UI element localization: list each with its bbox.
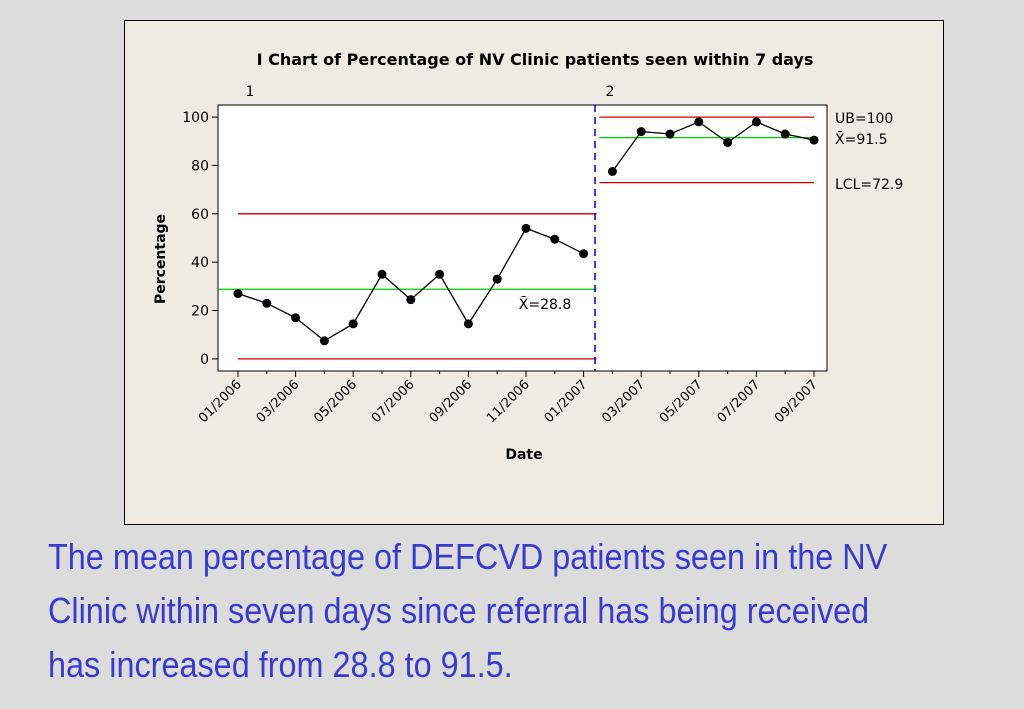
- data-point: [751, 117, 761, 127]
- x-tick-label: 05/2006: [311, 377, 360, 426]
- data-point: [521, 223, 531, 233]
- chart-frame: I Chart of Percentage of NV Clinic patie…: [124, 20, 944, 525]
- data-point: [607, 167, 617, 176]
- y-tick-label: 20: [191, 304, 209, 320]
- data-point: [262, 298, 272, 308]
- control-limits: [218, 105, 814, 371]
- x-tick-label: 01/2006: [196, 377, 245, 426]
- x-tick-label: 09/2006: [426, 377, 475, 426]
- x-tick-label: 07/2006: [369, 377, 418, 426]
- data-point: [780, 129, 790, 139]
- y-axis: 0 20 40 60 80 100: [182, 110, 218, 368]
- data-point: [377, 269, 387, 279]
- x-tick-label: 09/2007: [772, 377, 821, 426]
- plot-area: [217, 104, 828, 372]
- chart-title: I Chart of Percentage of NV Clinic patie…: [257, 50, 814, 69]
- stage2-series-line: [611, 121, 815, 172]
- x-tick-label: 05/2007: [657, 377, 706, 426]
- x-axis-label: Date: [505, 447, 542, 463]
- data-point: [665, 129, 675, 139]
- data-point: [579, 249, 589, 259]
- x-tick-label: 11/2006: [484, 377, 533, 426]
- data-point: [694, 117, 704, 127]
- y-axis-label: Percentage: [153, 214, 169, 304]
- data-point: [492, 274, 502, 284]
- y-tick-label: 100: [182, 110, 209, 126]
- stage2-ucl-label: UB=100: [835, 111, 893, 127]
- data-point: [636, 127, 646, 137]
- x-tick-label: 01/2007: [542, 377, 591, 426]
- y-tick-label: 40: [191, 255, 209, 271]
- stage1-mean-label: X̄=28.8: [519, 295, 572, 313]
- data-point: [809, 135, 819, 145]
- y-tick-label: 60: [191, 207, 209, 223]
- x-tick-label: 03/2007: [599, 377, 648, 426]
- data-point: [291, 313, 301, 323]
- data-point: [348, 319, 358, 329]
- x-axis: 01/2006 03/2006 05/2006 07/2006 09/2006 11/20…: [196, 371, 821, 426]
- i-chart: I Chart of Percentage of NV Clinic patie…: [153, 50, 904, 463]
- data-point: [463, 319, 473, 329]
- stage-label-2: 2: [606, 84, 615, 100]
- caption-text: The mean percentage of DEFCVD patients s…: [48, 536, 888, 685]
- data-series: [233, 117, 819, 346]
- stage2-mean-label: X̄=91.5: [835, 130, 888, 148]
- data-point: [406, 295, 416, 305]
- data-point: [319, 336, 329, 346]
- stage2-lcl-label: LCL=72.9: [835, 177, 903, 193]
- x-tick-label: 07/2007: [714, 377, 763, 426]
- stage-label-1: 1: [246, 84, 255, 100]
- data-point: [723, 137, 733, 147]
- data-point: [233, 289, 243, 299]
- data-point: [435, 269, 445, 279]
- data-point: [550, 234, 560, 244]
- y-tick-label: 80: [191, 158, 209, 174]
- x-tick-label: 03/2006: [254, 377, 303, 426]
- limit-labels: X̄=28.8 UB=100 X̄=91.5 LCL=72.9: [519, 111, 904, 313]
- y-tick-label: 0: [200, 352, 209, 368]
